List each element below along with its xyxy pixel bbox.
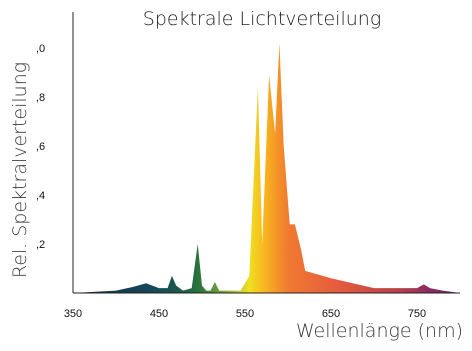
y-tick-label: ,2: [36, 239, 45, 251]
spectrum-area: [73, 43, 460, 293]
y-tick-labels: ,2 ,4 ,6 ,8 ,0: [36, 43, 45, 251]
x-tick-label: 650: [322, 308, 340, 320]
plot-area: [73, 43, 460, 293]
chart-title: Spektrale Lichtverteilung: [143, 8, 381, 30]
x-tick-labels: 350 450 550 650 750: [64, 308, 426, 320]
y-axis-label: Rel. Spektralverteilung: [9, 62, 31, 278]
y-tick-label: ,4: [36, 190, 45, 202]
x-tick-label: 450: [150, 308, 168, 320]
x-tick-label: 350: [64, 308, 82, 320]
y-tick-label: ,8: [36, 92, 45, 104]
y-tick-label: ,6: [36, 141, 45, 153]
x-tick-label: 550: [236, 308, 254, 320]
y-tick-label: ,0: [36, 43, 45, 55]
x-axis-label: Wellenlänge (nm): [296, 320, 463, 342]
x-tick-label: 750: [408, 308, 426, 320]
